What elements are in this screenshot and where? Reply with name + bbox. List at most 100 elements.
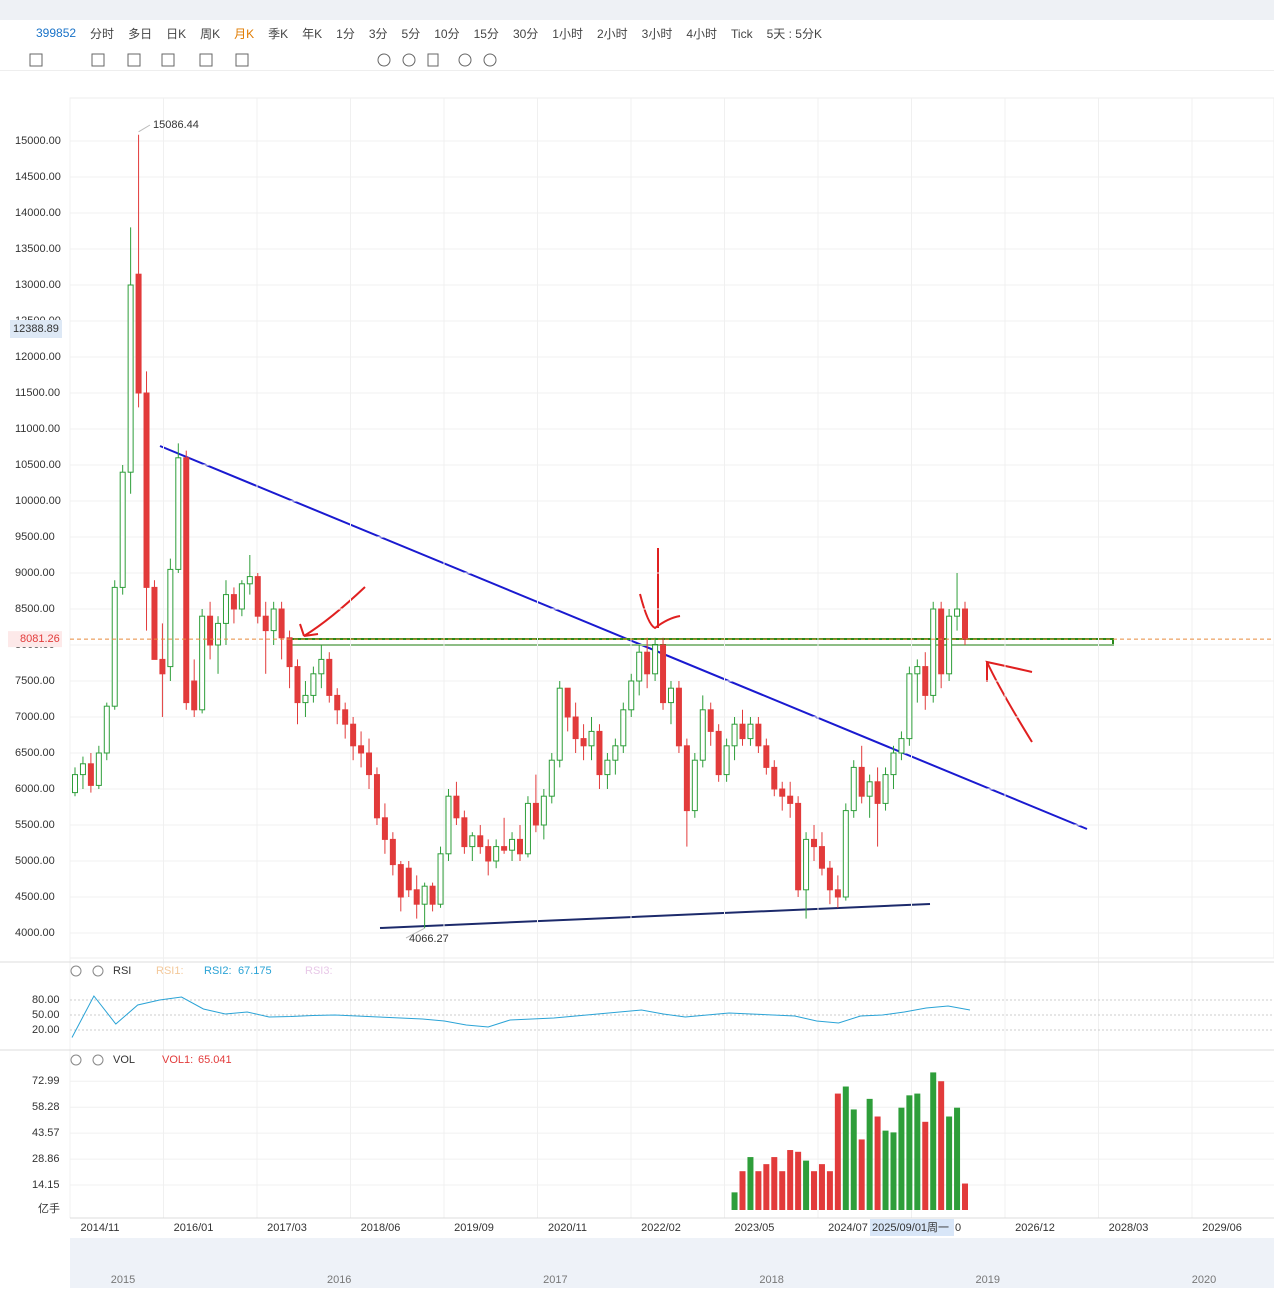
high-pointer bbox=[138, 124, 151, 133]
symbol[interactable]: 399852 bbox=[36, 26, 77, 40]
vol-tick-label: 14.15 bbox=[32, 1179, 60, 1191]
period-tab[interactable]: 周K bbox=[200, 26, 221, 41]
high-label: 15086.44 bbox=[153, 119, 199, 131]
x-tick-label: 2016/01 bbox=[174, 1222, 214, 1234]
rsi3-label: RSI3: bbox=[305, 965, 333, 977]
candle-body bbox=[389, 838, 396, 866]
candle-body bbox=[310, 673, 317, 696]
y-tick-label: 11000.00 bbox=[15, 423, 60, 435]
period-tab[interactable]: 分时 bbox=[90, 26, 115, 41]
period-tab[interactable]: Tick bbox=[731, 26, 753, 41]
period-tab[interactable]: 多日 bbox=[128, 26, 153, 41]
candle-body bbox=[278, 608, 285, 639]
candle-body bbox=[636, 651, 643, 682]
candle-body bbox=[604, 759, 611, 776]
period-tab[interactable]: 3分 bbox=[368, 26, 388, 41]
x-tick-label: 2028/03 bbox=[1109, 1222, 1149, 1234]
period-tab[interactable]: 2小时 bbox=[596, 26, 628, 41]
volume-bar bbox=[946, 1116, 953, 1210]
candle-body bbox=[842, 810, 849, 898]
toolbar: 399852 分时 多日 日K 周K 月K 季K 年K 1分 3分 5分 10分 15分 30分 1小时 2… bbox=[0, 22, 1274, 44]
tool-icons bbox=[29, 53, 497, 67]
period-tab[interactable]: 15分 bbox=[473, 26, 499, 41]
candle-body bbox=[119, 471, 126, 588]
candle-body bbox=[87, 763, 94, 786]
candle-body bbox=[111, 586, 118, 707]
x-tick-label: 2018/06 bbox=[361, 1222, 401, 1234]
y-tick-label: 4500.00 bbox=[15, 891, 55, 903]
candle-body bbox=[127, 284, 134, 473]
candle-body bbox=[850, 766, 857, 812]
period-tab[interactable]: 30分 bbox=[512, 26, 539, 41]
candle-body bbox=[286, 637, 293, 668]
period-tab[interactable]: 季K bbox=[268, 26, 289, 41]
candle-body bbox=[413, 889, 420, 905]
volume-bar bbox=[795, 1151, 802, 1210]
y-tick-label: 6000.00 bbox=[15, 783, 55, 795]
candle-body bbox=[612, 745, 619, 761]
candle-body bbox=[707, 709, 714, 732]
y-tick-label: 14500.00 bbox=[15, 171, 61, 183]
y-tick-label: 15000.00 bbox=[15, 135, 61, 147]
navigator-year: 2018 bbox=[759, 1274, 783, 1286]
period-tab[interactable]: 10分 bbox=[434, 26, 460, 41]
y-tick-label: 5000.00 bbox=[15, 855, 55, 867]
candle-body bbox=[572, 716, 579, 740]
candle-body bbox=[723, 745, 730, 776]
navigator-year: 2020 bbox=[1192, 1274, 1216, 1286]
candle-body bbox=[517, 838, 523, 855]
vol-tick-label: 58.28 bbox=[32, 1101, 60, 1113]
candle-body bbox=[207, 615, 214, 646]
arrows bbox=[299, 548, 1033, 743]
candle-body bbox=[540, 795, 547, 826]
candle-body bbox=[715, 730, 722, 776]
candle-body bbox=[818, 846, 825, 869]
candle-body bbox=[858, 766, 865, 797]
candle-body bbox=[373, 774, 380, 819]
candle-body bbox=[167, 568, 174, 668]
rsi2-value: 67.175 bbox=[238, 965, 272, 977]
y-tick-label: 9000.00 bbox=[15, 567, 55, 579]
period-tab[interactable]: 1小时 bbox=[552, 26, 583, 41]
y-tick-label: 13000.00 bbox=[15, 279, 61, 291]
period-tab[interactable]: 1分 bbox=[336, 26, 355, 41]
volume-bar bbox=[938, 1081, 945, 1210]
crosshair-tag bbox=[10, 319, 62, 338]
periods: 分时 多日 日K 周K 月K 季K 年K 1分 3分 5分 10分 15分 30分 1小时 2小时 3小时 4小… bbox=[90, 25, 836, 42]
period-tab[interactable]: 年K bbox=[302, 26, 323, 41]
period-tab[interactable]: 5分 bbox=[401, 26, 421, 41]
candle-body bbox=[95, 752, 102, 786]
candle-body bbox=[381, 817, 388, 840]
candle-body bbox=[644, 651, 651, 675]
candle-body bbox=[795, 802, 802, 891]
period-tab[interactable]: 5天 : 5分K bbox=[766, 26, 822, 41]
candle-body bbox=[652, 644, 659, 675]
volume-bar bbox=[850, 1109, 857, 1210]
x-tick-label: 2020/11 bbox=[548, 1222, 587, 1234]
crosshair-price: 12388.89 bbox=[13, 323, 59, 335]
candle-body bbox=[215, 622, 222, 646]
volume-bar bbox=[787, 1150, 794, 1210]
candle-body bbox=[334, 694, 341, 711]
crosshair-suffix: 0 bbox=[955, 1222, 961, 1234]
candle-body bbox=[318, 658, 325, 675]
volume-bar bbox=[882, 1130, 889, 1210]
y-tick-label: 9500.00 bbox=[15, 531, 55, 543]
period-tab[interactable]: 3小时 bbox=[641, 26, 673, 41]
y-tick-label: 10000.00 bbox=[15, 495, 61, 507]
period-tab[interactable]: 日K bbox=[166, 26, 187, 41]
period-tab[interactable]: 4小时 bbox=[686, 26, 718, 41]
x-tick-label: 2026/12 bbox=[1015, 1222, 1055, 1234]
candle-body bbox=[548, 759, 555, 797]
volume-bar bbox=[890, 1132, 897, 1210]
volume-bar bbox=[914, 1093, 921, 1210]
candle-body bbox=[803, 838, 810, 891]
close-icon bbox=[92, 1054, 104, 1066]
period-tab[interactable]: 月K bbox=[234, 26, 255, 41]
candle-body bbox=[72, 774, 78, 794]
candle-body bbox=[771, 766, 778, 790]
candle-body bbox=[429, 885, 436, 905]
volume-bar bbox=[962, 1183, 968, 1210]
candle-body bbox=[366, 752, 373, 776]
